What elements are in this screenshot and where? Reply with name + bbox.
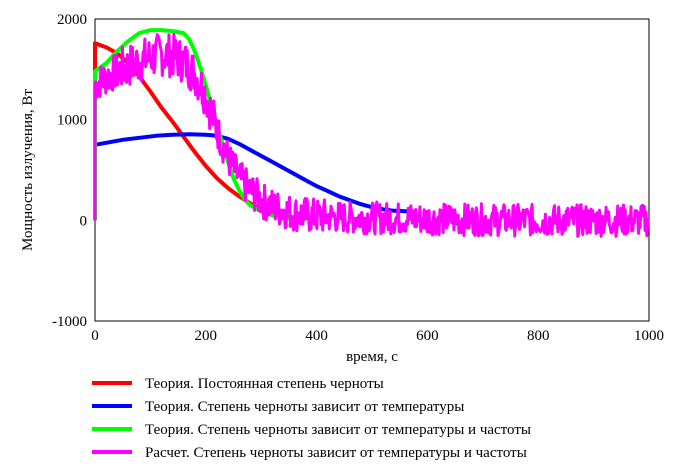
legend-label-3: Теория. Степень черноты зависит от темпе… [145,422,531,438]
x-tick-label: 200 [195,328,218,344]
y-tick-label: 2000 [57,12,87,28]
y-tick-label: 1000 [57,113,87,129]
x-tick-label: 800 [527,328,550,344]
x-tick-label: 600 [416,328,439,344]
series-line-4 [93,32,650,238]
x-tick-label: 400 [305,328,328,344]
x-tick-label: 0 [91,328,99,344]
legend-label-2: Теория. Степень черноты зависит от темпе… [145,399,464,415]
x-axis-title: время, с [346,349,398,365]
series-line-2 [93,132,417,221]
legend-label-4: Расчет. Степень черноты зависит от темпе… [145,445,527,461]
x-tick-label: 1000 [634,328,664,344]
y-axis-title: Мощность излучения, Вт [20,89,36,251]
y-tick-label: 0 [80,213,88,229]
legend: Теория. Постоянная степень черноты Теория… [92,376,531,461]
y-tick-label: -1000 [52,314,87,330]
legend-label-1: Теория. Постоянная степень черноты [145,376,384,392]
plot-lines [93,28,650,238]
